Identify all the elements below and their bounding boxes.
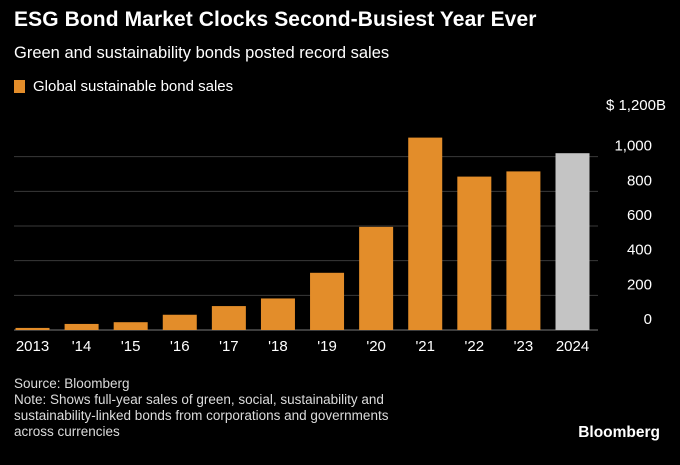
legend-label: Global sustainable bond sales bbox=[33, 78, 234, 95]
y-tick-label: 600 bbox=[627, 207, 652, 224]
bar-16 bbox=[162, 314, 197, 330]
note-line: Note: Shows full-year sales of green, so… bbox=[14, 392, 384, 407]
bar-22 bbox=[457, 176, 492, 330]
x-tick-label: '17 bbox=[219, 338, 239, 355]
y-tick-label: 0 bbox=[644, 311, 652, 328]
x-tick-label: 2024 bbox=[556, 338, 589, 355]
bar-2024 bbox=[555, 153, 590, 330]
x-tick-label: '20 bbox=[366, 338, 386, 355]
bar-21 bbox=[408, 137, 443, 330]
bar-20 bbox=[359, 226, 394, 330]
x-tick-label: '15 bbox=[121, 338, 141, 355]
bar-15 bbox=[113, 322, 148, 330]
x-tick-label: '14 bbox=[72, 338, 92, 355]
legend-swatch bbox=[14, 80, 25, 93]
chart-title: ESG Bond Market Clocks Second-Busiest Ye… bbox=[14, 8, 537, 31]
bloomberg-logo: Bloomberg bbox=[578, 424, 660, 441]
footer-notes: Source: Bloomberg Note: Shows full-year … bbox=[14, 376, 388, 440]
legend: Global sustainable bond sales bbox=[14, 78, 233, 95]
note-line: sustainability-linked bonds from corpora… bbox=[14, 408, 389, 423]
y-tick-label: 200 bbox=[627, 276, 652, 293]
x-tick-label: '16 bbox=[170, 338, 190, 355]
bar-17 bbox=[211, 306, 246, 330]
x-tick-label: '23 bbox=[514, 338, 534, 355]
y-tick-label: 1,000 bbox=[614, 138, 652, 155]
x-tick-label: '18 bbox=[268, 338, 288, 355]
y-tick-label: 400 bbox=[627, 242, 652, 259]
chart-subtitle: Green and sustainability bonds posted re… bbox=[14, 44, 390, 62]
bar-2013 bbox=[15, 327, 50, 330]
bar-19 bbox=[310, 272, 345, 330]
x-tick-label: 2013 bbox=[16, 338, 49, 355]
x-tick-label: '19 bbox=[317, 338, 337, 355]
source-text: Source: Bloomberg bbox=[14, 376, 130, 391]
y-tick-label: 800 bbox=[627, 172, 652, 189]
bar-23 bbox=[506, 171, 541, 330]
note-line: across currencies bbox=[14, 424, 120, 439]
bar-14 bbox=[64, 323, 99, 330]
x-tick-label: '21 bbox=[415, 338, 435, 355]
bar-18 bbox=[260, 298, 295, 330]
x-tick-label: '22 bbox=[465, 338, 485, 355]
y-axis-unit-label: $ 1,200B bbox=[605, 97, 666, 114]
